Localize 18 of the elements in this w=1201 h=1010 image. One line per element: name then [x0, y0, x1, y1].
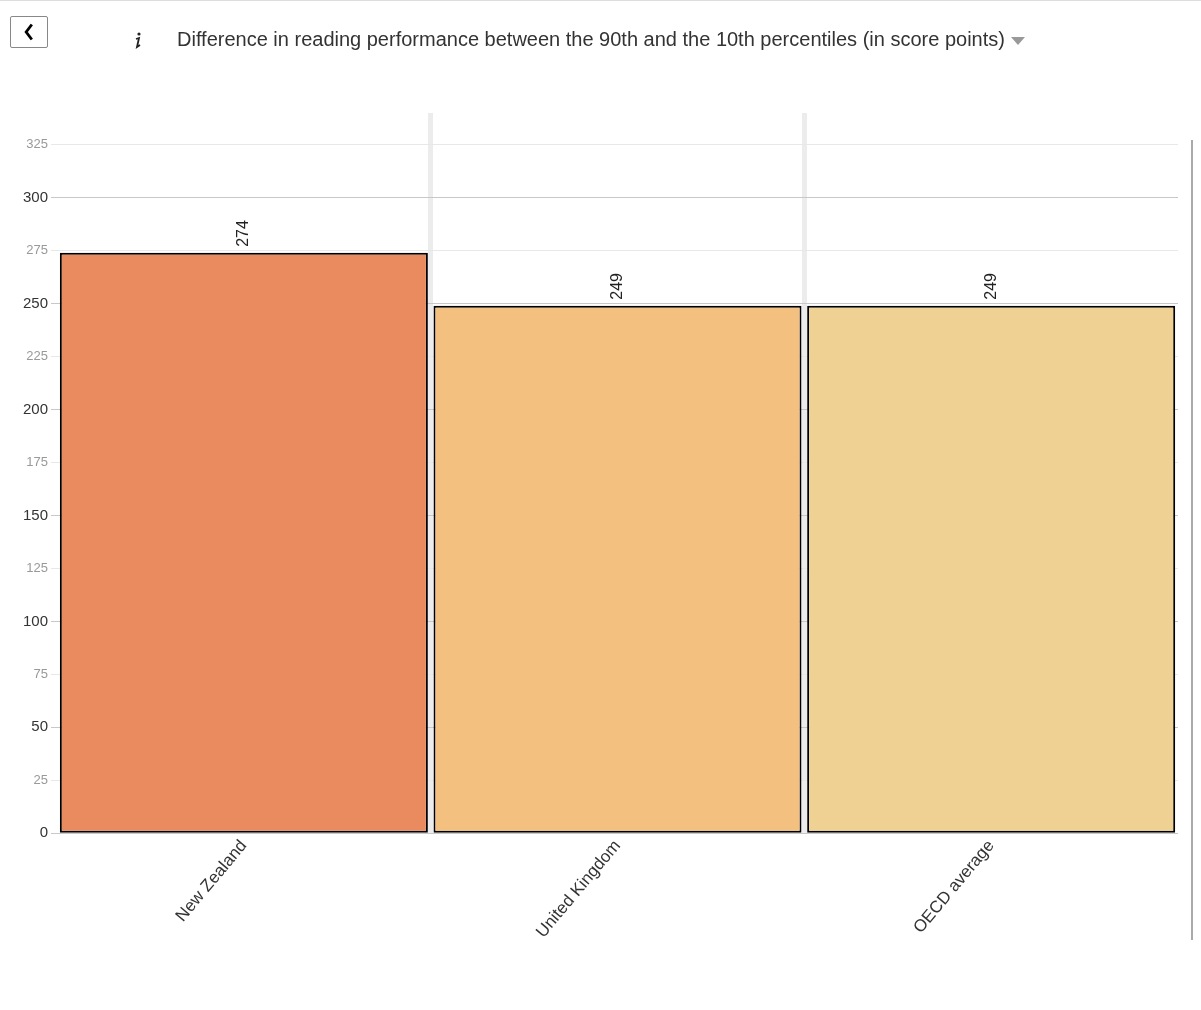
y-tick-label: 25 [33, 771, 49, 787]
y-tick-label: 275 [26, 242, 49, 258]
data-label: 274 [234, 220, 252, 247]
y-tick-label: 150 [23, 505, 49, 523]
y-tick-label: 225 [26, 348, 49, 364]
y-tick-label: 300 [23, 187, 49, 205]
y-tick-label: 125 [26, 560, 49, 576]
y-tick-label: 0 [39, 823, 49, 841]
y-tick-label: 50 [31, 717, 49, 735]
y-tick-label: 250 [23, 293, 49, 311]
y-tick-label: 100 [23, 611, 49, 629]
chart-title: Difference in reading performance between the 90th and the 10th percentiles (in score points) [177, 28, 1005, 50]
y-tick-label: 75 [33, 665, 49, 681]
data-label: 249 [607, 272, 625, 300]
data-label: 249 [981, 272, 999, 300]
y-tick-label: 200 [23, 399, 49, 417]
y-tick-label: 325 [26, 136, 49, 152]
y-tick-label: 175 [26, 454, 49, 470]
